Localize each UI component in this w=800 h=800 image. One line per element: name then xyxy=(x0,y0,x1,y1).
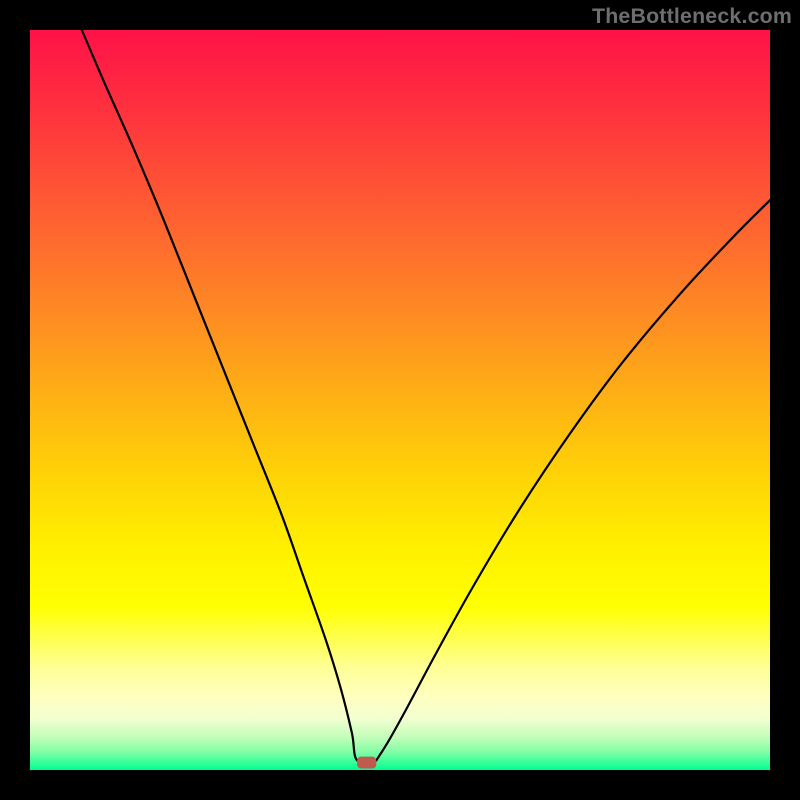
bottleneck-marker xyxy=(357,757,376,769)
watermark-text: TheBottleneck.com xyxy=(592,4,792,29)
plot-background xyxy=(30,30,770,770)
chart-stage: TheBottleneck.com xyxy=(0,0,800,800)
chart-wrap xyxy=(0,0,800,800)
bottleneck-chart xyxy=(0,0,800,800)
